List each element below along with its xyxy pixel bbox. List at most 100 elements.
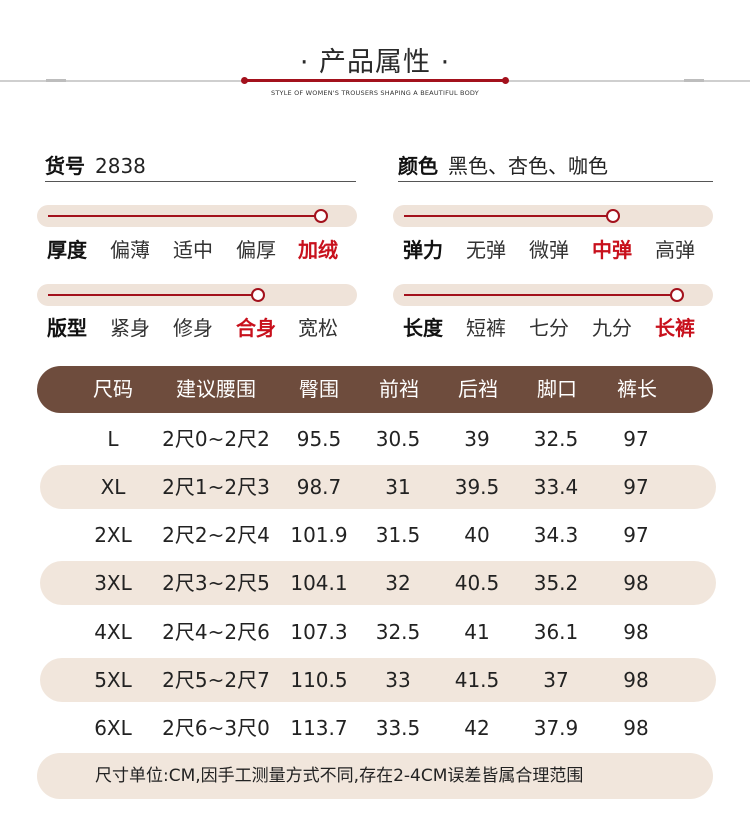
elasticity-label: 弹力 [403,238,443,262]
footer-note: 尺寸单位:CM,因手工测量方式不同,存在2-4CM误差皆属合理范围 [95,766,584,786]
cell-length: 98 [623,668,649,692]
elasticity-row: 弹力 无弹 微弹 中弹 高弹 [375,235,750,265]
header-rule-accent [244,79,506,82]
thickness-option-medium: 适中 [173,238,213,262]
cell-back-rise: 40 [464,523,490,547]
cell-back-rise: 39 [464,427,490,451]
cell-length: 98 [623,620,649,644]
cell-front-rise: 31 [385,475,411,499]
section-subtitle: STYLE OF WOMEN'S TROUSERS SHAPING A BEAU… [271,89,479,97]
thickness-slider-knob [314,209,328,223]
cell-hip: 98.7 [296,475,342,499]
cell-waist: 2尺0~2尺2 [162,427,270,451]
elasticity-slider-knob [606,209,620,223]
table-row: 5XL 2尺5~2尺7 110.5 33 41.5 37 98 [0,658,750,702]
cell-size: 2XL [94,523,132,547]
table-row-bg [40,465,716,509]
cell-waist: 2尺1~2尺3 [162,475,270,499]
header-rule-right [506,80,750,82]
elasticity-option-slight: 微弹 [529,238,569,262]
cell-back-rise: 41.5 [454,668,500,692]
cell-back-rise: 41 [464,620,490,644]
cell-leg-opening: 35.2 [533,571,579,595]
header-waist: 建议腰围 [176,377,256,401]
fit-option-slim: 修身 [173,316,213,340]
thickness-row: 厚度 偏薄 适中 偏厚 加绒 [0,235,375,265]
length-option-ankle: 九分 [592,316,632,340]
cell-length: 98 [623,716,649,740]
thickness-option-fleece: 加绒 [298,238,338,262]
color-row: 颜色 黑色、杏色、咖色 [398,151,713,182]
fit-row: 版型 紧身 修身 合身 宽松 [0,313,375,343]
cell-front-rise: 33.5 [375,716,421,740]
cell-size: 3XL [94,571,132,595]
length-slider-line [404,294,677,296]
header-dot-left [241,77,248,84]
elasticity-option-medium: 中弹 [592,238,632,262]
cell-hip: 110.5 [290,668,348,692]
cell-back-rise: 39.5 [454,475,500,499]
length-row: 长度 短裤 七分 九分 长裤 [375,313,750,343]
thickness-label: 厚度 [47,238,87,262]
item-number-label: 货号 [45,154,85,178]
cell-leg-opening: 32.5 [533,427,579,451]
cell-leg-opening: 34.3 [533,523,579,547]
cell-hip: 113.7 [290,716,348,740]
fit-slider [37,284,357,306]
table-row: L 2尺0~2尺2 95.5 30.5 39 32.5 97 [0,417,750,461]
cell-back-rise: 40.5 [454,571,500,595]
thickness-slider [37,205,357,227]
thickness-slider-line [48,215,321,217]
section-title: · 产品属性 · [299,47,451,78]
header-leg-opening: 脚口 [537,377,577,401]
header-dash-right [684,79,704,82]
header-rule-left [0,80,244,82]
fit-option-regular: 合身 [236,316,276,340]
size-table-header [37,366,713,413]
header-hip: 臀围 [299,377,339,401]
length-label: 长度 [403,316,443,340]
fit-slider-knob [251,288,265,302]
cell-length: 98 [623,571,649,595]
thickness-option-thin: 偏薄 [110,238,150,262]
cell-waist: 2尺6~3尺0 [162,716,270,740]
table-row-bg [40,561,716,605]
elasticity-option-high: 高弹 [655,238,695,262]
cell-back-rise: 42 [464,716,490,740]
cell-hip: 101.9 [290,523,348,547]
cell-size: 5XL [94,668,132,692]
cell-waist: 2尺2~2尺4 [162,523,270,547]
elasticity-slider [393,205,713,227]
header-dash-left [46,79,66,82]
cell-leg-opening: 33.4 [533,475,579,499]
cell-leg-opening: 36.1 [533,620,579,644]
fit-slider-line [48,294,257,296]
cell-waist: 2尺3~2尺5 [162,571,270,595]
cell-front-rise: 32 [385,571,411,595]
table-row: 2XL 2尺2~2尺4 101.9 31.5 40 34.3 97 [0,513,750,557]
cell-hip: 107.3 [290,620,348,644]
cell-size: L [107,427,119,451]
cell-front-rise: 33 [385,668,411,692]
cell-hip: 104.1 [290,571,348,595]
elasticity-slider-line [404,215,612,217]
fit-option-loose: 宽松 [298,316,338,340]
table-row-bg [40,658,716,702]
cell-leg-opening: 37.9 [533,716,579,740]
cell-length: 97 [623,475,649,499]
table-row: 3XL 2尺3~2尺5 104.1 32 40.5 35.2 98 [0,561,750,605]
table-row: XL 2尺1~2尺3 98.7 31 39.5 33.4 97 [0,465,750,509]
cell-leg-opening: 37 [543,668,569,692]
cell-front-rise: 31.5 [375,523,421,547]
header-dot-right [502,77,509,84]
table-row: 6XL 2尺6~3尺0 113.7 33.5 42 37.9 98 [0,706,750,750]
footer-note-bg [37,753,713,799]
cell-waist: 2尺5~2尺7 [162,668,270,692]
cell-size: XL [100,475,126,499]
color-value: 黑色、杏色、咖色 [448,154,608,178]
header-size: 尺码 [93,377,133,401]
elasticity-option-none: 无弹 [466,238,506,262]
header-front-rise: 前裆 [379,377,419,401]
table-row: 4XL 2尺4~2尺6 107.3 32.5 41 36.1 98 [0,610,750,654]
cell-front-rise: 30.5 [375,427,421,451]
